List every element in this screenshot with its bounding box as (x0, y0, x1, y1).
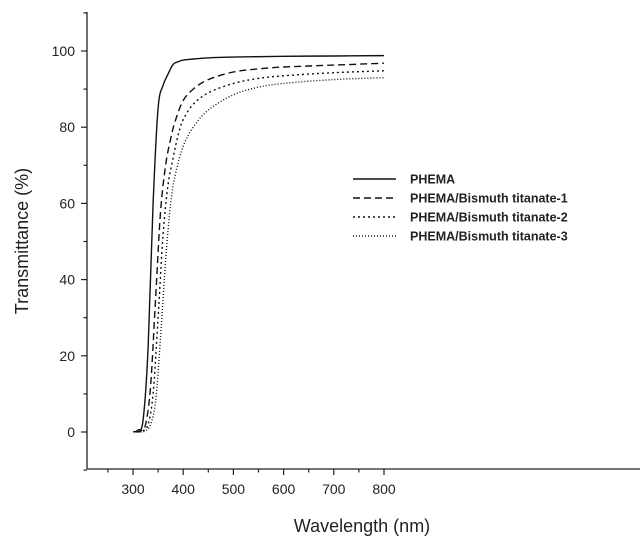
legend-label-4: PHEMA/Bismuth titanate-3 (410, 230, 568, 244)
x-tick-label: 300 (121, 481, 145, 497)
series-line-4 (140, 77, 385, 433)
y-tick-label: 100 (52, 43, 76, 59)
legend-label-2: PHEMA/Bismuth titanate-1 (410, 192, 568, 206)
series-line-1 (132, 54, 385, 433)
y-tick-label: 0 (67, 424, 75, 440)
axes (86, 12, 640, 470)
x-axis-label: Wavelength (nm) (294, 516, 430, 536)
y-tick-label: 40 (59, 272, 75, 288)
legend: PHEMA PHEMA/Bismuth titanate-1 PHEMA/Bismu… (353, 173, 568, 244)
x-tick-label: 400 (172, 481, 196, 497)
y-tick-label: 80 (59, 119, 75, 135)
x-tick-label: 600 (272, 481, 296, 497)
x-ticks: 300 400 500 600 700 800 (107, 469, 396, 497)
series-group (132, 54, 385, 433)
x-tick-label: 800 (372, 481, 396, 497)
y-tick-label: 20 (59, 348, 75, 364)
x-tick-label: 700 (322, 481, 346, 497)
y-axis-label: Transmittance (%) (12, 168, 32, 314)
series-line-2 (135, 62, 385, 433)
y-ticks: 0 20 40 60 80 100 (52, 12, 87, 471)
y-tick-label: 60 (59, 195, 75, 211)
legend-label-3: PHEMA/Bismuth titanate-2 (410, 211, 568, 225)
series-line-3 (137, 70, 385, 433)
legend-label-1: PHEMA (410, 173, 455, 187)
x-tick-label: 500 (222, 481, 246, 497)
